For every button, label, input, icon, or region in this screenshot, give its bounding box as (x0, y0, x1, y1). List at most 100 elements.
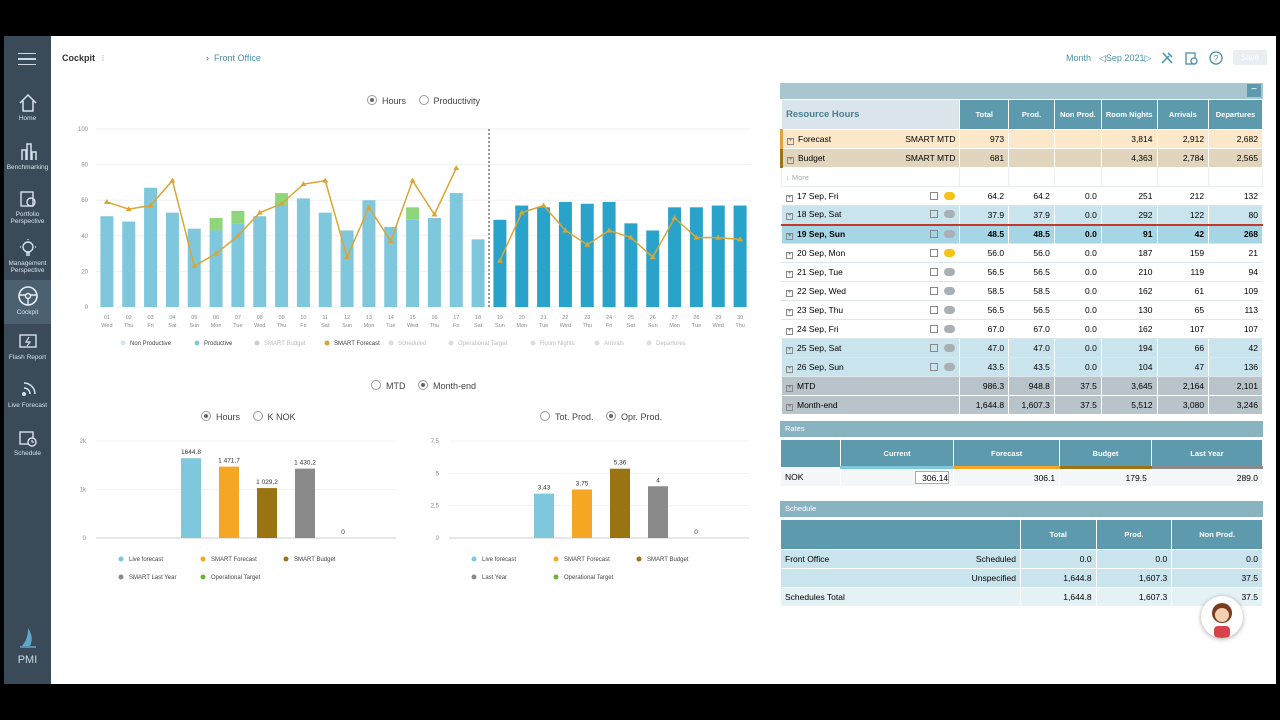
tools-icon[interactable] (1160, 51, 1174, 65)
radio-k-nok[interactable]: K NOK (252, 411, 296, 422)
radio-hours[interactable]: Hours (367, 95, 406, 106)
day-row[interactable]: +21 Sep, Tue 56.5 56.5 0.0 210 119 94 (780, 262, 1263, 282)
schedule-row[interactable]: Unspecified 1,644.8 1,607.3 37.5 (780, 568, 1263, 588)
cell: 251 (1100, 186, 1158, 206)
nav-management[interactable]: Management Perspective (4, 238, 51, 278)
calendar-icon[interactable] (930, 248, 939, 257)
schedule-section-title: Schedule (780, 501, 1263, 517)
col-header[interactable]: Prod. (1008, 99, 1055, 130)
calendar-icon[interactable] (930, 305, 939, 314)
calendar-icon[interactable] (930, 267, 939, 276)
forecast-point (627, 234, 634, 240)
day-row[interactable]: +22 Sep, Wed 58.5 58.5 0.0 162 61 109 (780, 281, 1263, 301)
nav-flash-report[interactable]: Flash Report (4, 332, 51, 370)
col-header[interactable]: Total (959, 99, 1010, 130)
nav-cockpit[interactable]: Cockpit (4, 280, 51, 324)
nav-live-forecast[interactable]: Live Forecast (4, 380, 51, 418)
more-row[interactable]: ↓ More (780, 167, 1263, 187)
col-header[interactable]: Room Nights (1100, 99, 1158, 130)
calendar-icon[interactable] (930, 229, 939, 238)
radio-opr-prod[interactable]: Opr. Prod. (606, 411, 662, 422)
mtd-row[interactable]: + MTD 986.3 948.8 37.5 3,645 2,164 2,101 (780, 376, 1263, 396)
cell: 56.0 (1008, 243, 1055, 263)
period-select[interactable]: Month (1066, 53, 1092, 63)
panel-header-bar: − (780, 83, 1263, 99)
radio-productivity[interactable]: Productivity (418, 95, 480, 106)
save-button[interactable]: Save (1233, 50, 1267, 65)
forecast-point (518, 209, 525, 215)
productive-bar (471, 239, 485, 307)
calendar-icon[interactable] (930, 324, 939, 333)
schedule-table: Total Prod. Non Prod. Front Office Schedule… (780, 519, 1263, 607)
day-row[interactable]: +26 Sep, Sun 43.5 43.5 0.0 104 47 136 (780, 357, 1263, 377)
breadcrumb-current[interactable]: › Front Office (206, 53, 261, 63)
x-tick-weekday: Wed (713, 323, 724, 329)
col-header[interactable]: Arrivals (1156, 99, 1210, 130)
nav-home[interactable]: Home (4, 93, 51, 131)
nav-schedule[interactable]: Schedule (4, 428, 51, 466)
y-tick-label: 0 (83, 536, 87, 542)
legend-marker (471, 556, 477, 562)
radio-tot-prod[interactable]: Tot. Prod. (540, 411, 594, 422)
day-row[interactable]: +24 Sep, Fri 67.0 67.0 0.0 162 107 107 (780, 319, 1263, 339)
nav-portfolio[interactable]: Portfolio Perspective (4, 189, 51, 229)
legend-label: SMART Last Year (129, 575, 176, 581)
y-tick-label: 5 (436, 471, 440, 477)
current-rate-input[interactable] (915, 471, 950, 484)
collapse-button[interactable]: − (1247, 84, 1261, 97)
day-row[interactable]: +17 Sep, Fri 64.2 64.2 0.0 251 212 132 (780, 186, 1263, 206)
forecast-row[interactable]: + Forecast SMART MTD 973 3,814 2,912 2,682 (779, 129, 1263, 149)
forecast-point (584, 241, 591, 247)
radio-mtd[interactable]: MTD (371, 380, 406, 391)
x-tick-weekday: Mon (516, 323, 527, 329)
y-tick-label: 1k (80, 488, 87, 494)
nonproductive-bar (209, 218, 223, 231)
forecast-point (737, 236, 744, 242)
col-header[interactable]: Departures (1208, 99, 1263, 130)
cell: 0.0 (1053, 224, 1102, 244)
hours-summary-chart: 0 1k 2k 1644.8 1 471,7 1 029,2 1 430,2 0 Live fo… (80, 439, 396, 581)
calendar-icon[interactable] (930, 286, 939, 295)
data-label: 1 471,7 (218, 458, 240, 465)
day-row[interactable]: +20 Sep, Mon 56.0 56.0 0.0 187 159 21 (780, 243, 1263, 263)
radio-hours-summary[interactable]: Hours (201, 411, 240, 422)
nav-label: Cockpit (16, 309, 39, 316)
calendar-icon[interactable] (930, 191, 939, 200)
cell: 64.2 (959, 186, 1010, 206)
month-end-row[interactable]: + Month-end 1,644.8 1,607.3 37.5 5,512 3,080 3… (780, 395, 1263, 415)
budget-row[interactable]: + Budget SMART MTD 681 4,363 2,784 2,565 (779, 148, 1263, 168)
date-navigator[interactable]: ◁Sep 2021▷ (1099, 53, 1152, 63)
day-row[interactable]: +19 Sep, Sun 48.5 48.5 0.0 91 42 268 (780, 224, 1263, 244)
steering-wheel-icon (17, 286, 38, 306)
legend-marker (594, 340, 600, 346)
day-row[interactable]: +25 Sep, Sat 47.0 47.0 0.0 194 66 42 (780, 338, 1263, 358)
cell: 80 (1208, 205, 1263, 225)
help-icon[interactable]: ? (1209, 51, 1223, 65)
data-label: 5,36 (614, 460, 627, 467)
cell: 194 (1100, 338, 1158, 358)
nav-label: Benchmarking (6, 164, 49, 171)
settings-doc-icon[interactable] (1184, 51, 1198, 65)
productive-bar (253, 216, 267, 307)
legend-label: SMART Forecast (211, 557, 257, 563)
calendar-icon[interactable] (930, 343, 939, 352)
summary-bar (610, 468, 630, 538)
breadcrumb-root[interactable]: Cockpit ⁝ (62, 53, 105, 63)
col-header[interactable]: Non Prod. (1053, 99, 1102, 130)
forecast-point (213, 250, 220, 256)
calendar-icon[interactable] (930, 210, 939, 219)
schedule-total-row: Schedules Total 1,644.8 1,607.3 37.5 (780, 587, 1263, 607)
prev-month-icon[interactable]: ◁ (1099, 53, 1106, 63)
menu-icon[interactable] (18, 53, 36, 65)
radio-month-end[interactable]: Month-end (418, 380, 476, 391)
nav-benchmarking[interactable]: Benchmarking (4, 140, 51, 180)
assistant-avatar[interactable] (1201, 596, 1243, 638)
schedule-row[interactable]: Front Office Scheduled 0.0 0.0 0.0 (780, 549, 1263, 569)
cell: 119 (1156, 262, 1210, 282)
day-row[interactable]: +18 Sep, Sat 37.9 37.9 0.0 292 122 80 (780, 205, 1263, 225)
rates-table: Current Forecast Budget Last Year NOK 30… (780, 439, 1264, 487)
y-tick-label: 80 (81, 163, 88, 169)
next-month-icon[interactable]: ▷ (1144, 53, 1152, 63)
day-row[interactable]: +23 Sep, Thu 56.5 56.5 0.0 130 65 113 (780, 300, 1263, 320)
calendar-icon[interactable] (930, 362, 939, 371)
